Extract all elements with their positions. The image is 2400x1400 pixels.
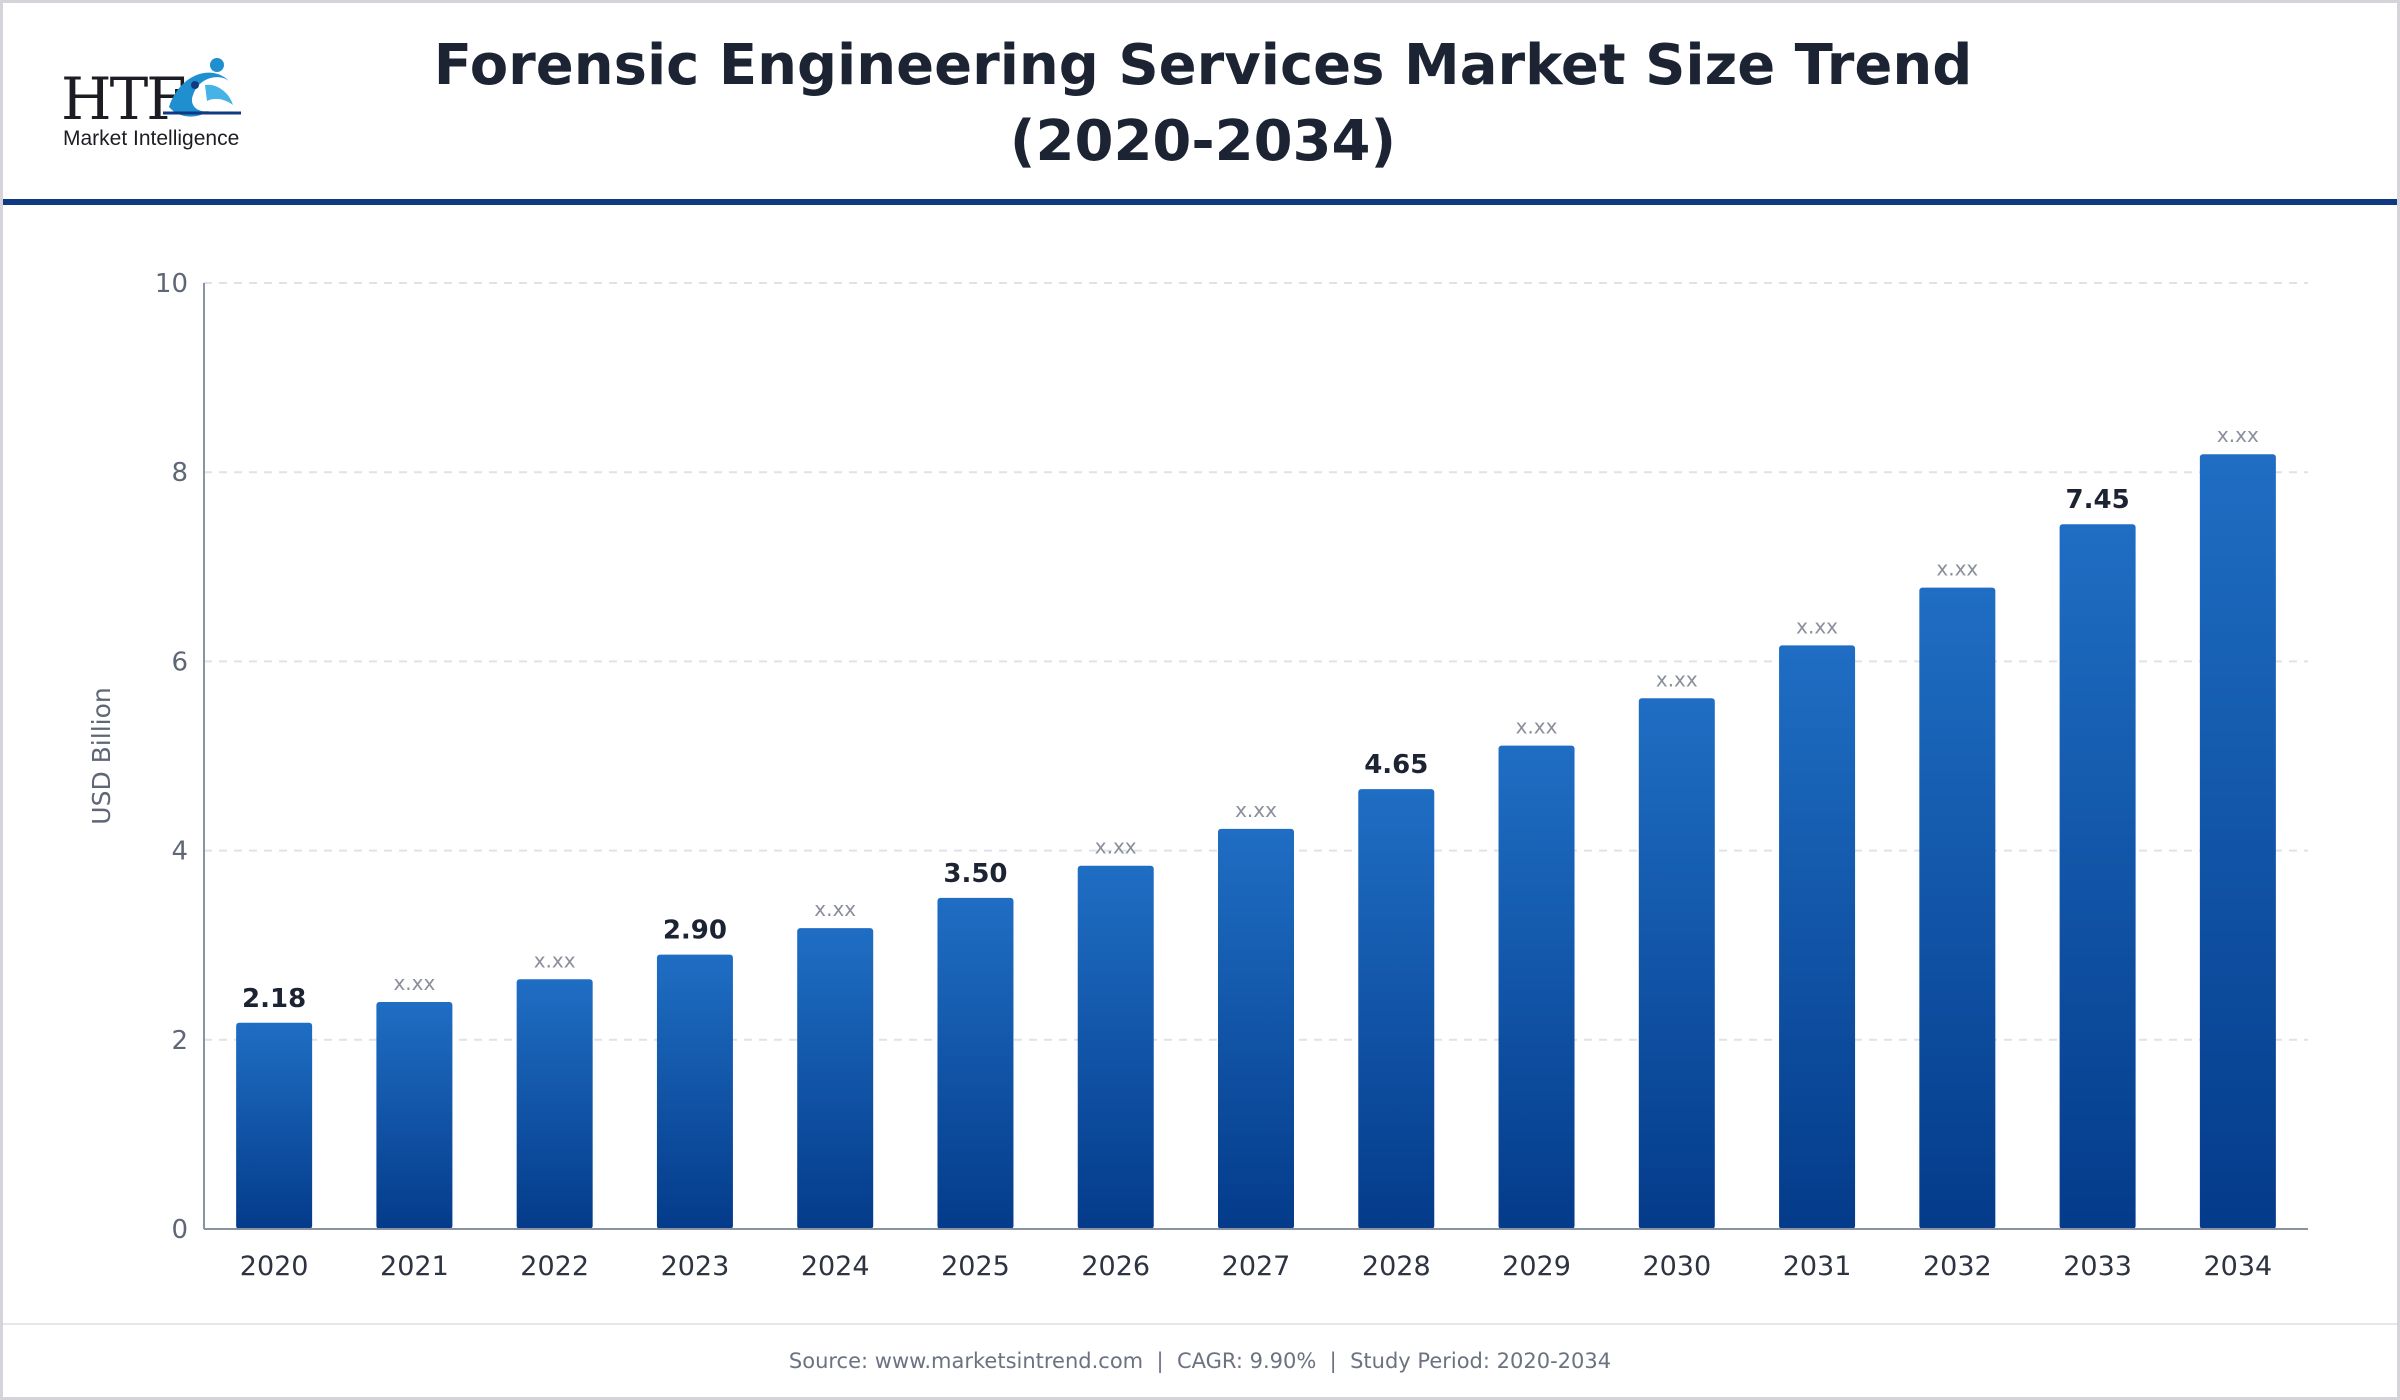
x-tick-label: 2032 — [1923, 1251, 1992, 1282]
x-tick-label: 2033 — [2063, 1251, 2132, 1282]
x-tick-label: 2027 — [1222, 1251, 1291, 1282]
bars — [236, 454, 2276, 1229]
data-label: x.xx — [1936, 557, 1978, 581]
data-label: 3.50 — [943, 859, 1007, 889]
bar — [376, 1001, 453, 1229]
x-tick-label: 2026 — [1081, 1251, 1150, 1282]
data-label: 2.90 — [663, 916, 727, 946]
x-tick-label: 2025 — [941, 1251, 1010, 1282]
bar — [1498, 745, 1575, 1229]
bar-chart: 0 2 4 6 8 10 USD Billion 2020 2.18 2021 x.xx 2022 x.… — [87, 269, 2308, 1282]
chart-title-line2: (2020-2034) — [1009, 109, 1397, 174]
x-tick-label: 2028 — [1362, 1251, 1431, 1282]
x-tick-label: 2024 — [801, 1251, 870, 1282]
bar — [516, 979, 593, 1229]
x-tick-label: 2034 — [2204, 1251, 2273, 1282]
logo-swirl-icon — [163, 58, 241, 117]
footer-source: Source: www.marketsintrend.com | CAGR: 9… — [3, 1349, 2397, 1373]
y-tick-label: 2 — [171, 1026, 188, 1056]
y-tick-label: 10 — [155, 269, 188, 299]
y-tick-label: 4 — [171, 837, 188, 867]
x-tick-label: 2022 — [520, 1251, 589, 1282]
bar — [656, 954, 733, 1229]
logo-subtitle: Market Intelligence — [63, 127, 240, 150]
data-label: 2.18 — [242, 984, 306, 1014]
x-tick-label: 2021 — [380, 1251, 449, 1282]
labels: 0 2 4 6 8 10 USD Billion 2020 2.18 2021 x.xx 2022 x.… — [87, 269, 2272, 1282]
data-label: 4.65 — [1364, 750, 1428, 780]
x-tick-label: 2031 — [1783, 1251, 1852, 1282]
x-tick-label: 2020 — [240, 1251, 309, 1282]
footer-separator: | — [1329, 1349, 1337, 1373]
logo-text: HTF — [61, 65, 187, 133]
axes — [203, 283, 2308, 1230]
data-label: x.xx — [1516, 715, 1558, 739]
x-tick-label: 2023 — [661, 1251, 730, 1282]
data-label: x.xx — [393, 971, 435, 995]
data-label: x.xx — [1796, 614, 1838, 638]
data-label: x.xx — [534, 948, 576, 972]
bar — [1077, 865, 1154, 1229]
bar — [2059, 524, 2136, 1229]
bar — [797, 928, 874, 1229]
footer-study-period: Study Period: 2020-2034 — [1350, 1349, 1612, 1373]
bar — [937, 897, 1014, 1229]
footer-separator: | — [1156, 1349, 1164, 1373]
footer-source-text: Source: www.marketsintrend.com — [788, 1349, 1144, 1373]
data-label: x.xx — [1235, 798, 1277, 822]
footer-divider — [3, 1323, 2397, 1325]
bar — [2199, 454, 2276, 1229]
data-label: x.xx — [1095, 835, 1137, 859]
bar — [1218, 828, 1294, 1229]
x-tick-label: 2030 — [1642, 1251, 1711, 1282]
header-divider — [3, 199, 2397, 205]
y-tick-label: 6 — [171, 647, 188, 677]
footer-cagr: CAGR: 9.90% — [1176, 1349, 1317, 1373]
data-label: x.xx — [1656, 667, 1698, 691]
htf-logo: HTF Market Intelligence — [57, 55, 247, 155]
bar — [1638, 698, 1715, 1229]
data-label: x.xx — [814, 897, 856, 921]
data-label: 7.45 — [2066, 485, 2130, 515]
bar — [1919, 587, 1996, 1229]
chart-title-line1: Forensic Engineering Services Market Siz… — [433, 33, 1973, 98]
bar — [236, 1022, 313, 1229]
header: HTF Market Intelligence Forensic Enginee… — [3, 3, 2397, 199]
data-label: x.xx — [2217, 423, 2259, 447]
y-axis-label: USD Billion — [87, 687, 116, 824]
bar — [1358, 789, 1435, 1229]
bar — [1779, 645, 1856, 1229]
x-tick-label: 2029 — [1502, 1251, 1571, 1282]
y-tick-label: 0 — [171, 1215, 188, 1245]
y-tick-label: 8 — [171, 458, 188, 488]
